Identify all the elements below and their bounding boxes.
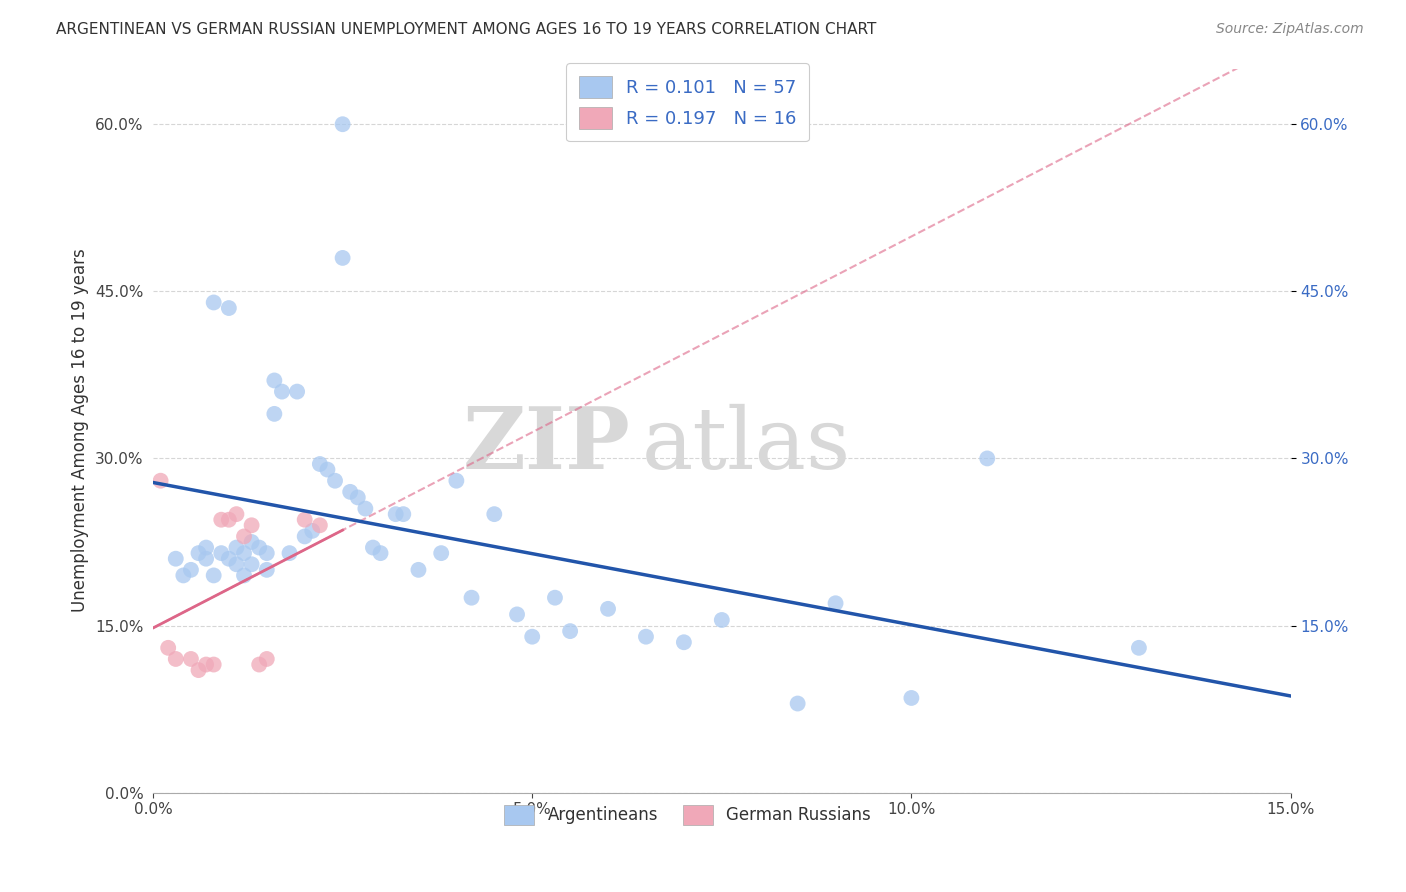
Y-axis label: Unemployment Among Ages 16 to 19 years: Unemployment Among Ages 16 to 19 years — [72, 249, 89, 613]
Text: ARGENTINEAN VS GERMAN RUSSIAN UNEMPLOYMENT AMONG AGES 16 TO 19 YEARS CORRELATION: ARGENTINEAN VS GERMAN RUSSIAN UNEMPLOYME… — [56, 22, 876, 37]
Point — [157, 640, 180, 655]
Point — [346, 491, 368, 505]
Point — [430, 546, 453, 560]
Point — [354, 501, 377, 516]
Point — [900, 690, 922, 705]
Point — [271, 384, 294, 399]
Point — [180, 652, 202, 666]
Point — [247, 541, 270, 555]
Point — [332, 251, 354, 265]
Point — [332, 117, 354, 131]
Point — [301, 524, 323, 538]
Point — [824, 596, 846, 610]
Point — [195, 541, 218, 555]
Point — [672, 635, 695, 649]
Point — [202, 568, 225, 582]
Point — [233, 529, 256, 543]
Point — [634, 630, 657, 644]
Point — [256, 652, 278, 666]
Point — [294, 529, 316, 543]
Point — [339, 484, 361, 499]
Point — [240, 518, 263, 533]
Point — [256, 563, 278, 577]
Point — [446, 474, 468, 488]
Point — [263, 407, 285, 421]
Text: ZIP: ZIP — [463, 403, 631, 487]
Point — [1128, 640, 1150, 655]
Point — [263, 374, 285, 388]
Point — [308, 518, 330, 533]
Point — [247, 657, 270, 672]
Point — [233, 546, 256, 560]
Point — [384, 507, 406, 521]
Point — [218, 551, 240, 566]
Point — [240, 535, 263, 549]
Point — [278, 546, 301, 560]
Point — [256, 546, 278, 560]
Text: atlas: atlas — [643, 403, 851, 487]
Point — [786, 697, 808, 711]
Point — [522, 630, 544, 644]
Point — [225, 541, 247, 555]
Point — [233, 568, 256, 582]
Point — [240, 558, 263, 572]
Point — [596, 602, 619, 616]
Point — [544, 591, 567, 605]
Point — [172, 568, 194, 582]
Point — [187, 546, 209, 560]
Point — [408, 563, 430, 577]
Point — [202, 657, 225, 672]
Point — [316, 462, 339, 476]
Point — [484, 507, 506, 521]
Point — [202, 295, 225, 310]
Point — [460, 591, 482, 605]
Point — [323, 474, 346, 488]
Point — [392, 507, 415, 521]
Point — [209, 513, 232, 527]
Text: Source: ZipAtlas.com: Source: ZipAtlas.com — [1216, 22, 1364, 37]
Point — [558, 624, 581, 639]
Point — [149, 474, 172, 488]
Point — [209, 546, 232, 560]
Point — [218, 513, 240, 527]
Point — [195, 551, 218, 566]
Legend: Argentineans, German Russians: Argentineans, German Russians — [495, 795, 882, 835]
Point — [218, 301, 240, 315]
Point — [225, 507, 247, 521]
Point — [710, 613, 733, 627]
Point — [285, 384, 308, 399]
Point — [361, 541, 384, 555]
Point — [370, 546, 392, 560]
Point — [165, 652, 187, 666]
Point — [225, 558, 247, 572]
Point — [506, 607, 529, 622]
Point — [165, 551, 187, 566]
Point — [180, 563, 202, 577]
Point — [294, 513, 316, 527]
Point — [308, 457, 330, 471]
Point — [187, 663, 209, 677]
Point — [976, 451, 998, 466]
Point — [195, 657, 218, 672]
